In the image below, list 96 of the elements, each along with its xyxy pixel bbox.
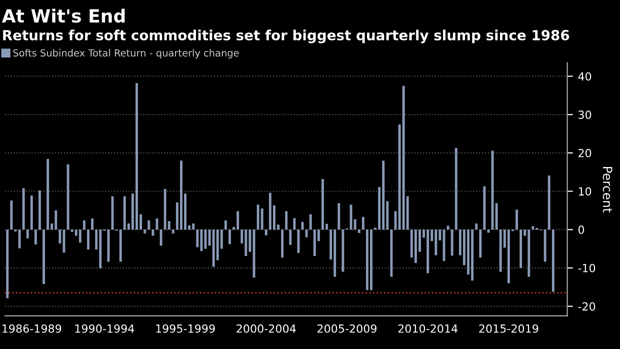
bar (196, 230, 199, 248)
bar (362, 216, 364, 230)
bar (148, 220, 150, 230)
bar (236, 211, 240, 230)
bar (309, 214, 312, 230)
bar (434, 230, 438, 256)
x-tick-label: 2010-2014 (398, 324, 458, 333)
bar (26, 230, 29, 238)
bar (54, 210, 58, 230)
bar (342, 230, 344, 272)
bar (334, 230, 336, 277)
y-tick-label: 0 (578, 226, 584, 234)
bar (42, 230, 45, 284)
bar (46, 159, 50, 230)
bar (144, 230, 146, 234)
bar (370, 230, 372, 290)
bar (479, 230, 482, 258)
bar (180, 160, 182, 230)
bar (544, 230, 546, 262)
bar (475, 223, 478, 230)
x-tick-label: 2015-2019 (479, 324, 538, 333)
x-tick-label: 2000-2004 (236, 324, 296, 333)
bar (260, 208, 264, 230)
bar (289, 230, 292, 245)
bar (499, 230, 502, 272)
bar (338, 203, 340, 230)
bar (91, 218, 94, 230)
bar (224, 220, 227, 230)
bar (305, 230, 308, 238)
legend-label: Softs Subindex Total Return - quarterly change (13, 49, 239, 58)
bar (30, 195, 33, 230)
bar (402, 86, 405, 230)
bar (244, 230, 248, 256)
y-tick-label: -10 (578, 264, 596, 272)
x-tick-label: 1990-1994 (75, 324, 134, 333)
bar (264, 230, 268, 236)
bar (471, 230, 474, 281)
bar (172, 230, 174, 234)
bar (212, 230, 215, 267)
bar (358, 230, 360, 234)
y-tick-label: 40 (578, 72, 592, 81)
bar (87, 230, 90, 250)
bar (426, 230, 430, 274)
bar (516, 210, 518, 230)
bar (107, 230, 110, 262)
bar (354, 219, 356, 230)
bar (528, 230, 530, 277)
x-tick-label: 1995-1999 (156, 324, 215, 333)
bar (78, 230, 82, 243)
bar (285, 211, 288, 230)
chart-title: At Wit's End (2, 8, 125, 23)
y-tick-label: 30 (578, 110, 592, 119)
bar (58, 230, 62, 244)
x-tick-label: 1986-1989 (2, 324, 62, 333)
bar (192, 223, 195, 230)
bar (136, 83, 138, 230)
bar (322, 178, 324, 230)
bar (293, 218, 296, 230)
bar (164, 188, 166, 230)
bar (548, 176, 550, 230)
bar (414, 230, 417, 263)
bar (450, 230, 454, 256)
y-tick-label: 20 (578, 148, 592, 158)
bar (152, 230, 154, 236)
bar (483, 186, 486, 230)
bar (495, 203, 498, 230)
bar (6, 230, 9, 298)
bar (454, 148, 458, 230)
bar (268, 192, 272, 230)
bar (520, 230, 522, 268)
bar (446, 226, 450, 230)
chart-subtitle: Returns for soft commodities set for biggest quarterly slump since 1986 (3, 30, 570, 44)
bar (22, 188, 25, 230)
bar (382, 160, 385, 230)
bar (390, 230, 393, 277)
bar (366, 230, 368, 290)
bar (119, 230, 122, 262)
bar (552, 230, 554, 292)
bar (200, 230, 203, 252)
bar (281, 230, 284, 258)
y-axis-title: Percent (602, 167, 612, 213)
x-tick-label: 2005-2009 (318, 324, 376, 333)
bar (38, 190, 41, 230)
bar (123, 196, 126, 230)
bar (99, 230, 102, 268)
bar (532, 226, 534, 230)
bar (228, 230, 231, 244)
bar (34, 230, 37, 245)
bar (248, 230, 252, 252)
bar (297, 230, 300, 253)
y-tick-label: 10 (578, 187, 592, 196)
bar (82, 220, 86, 230)
bar (507, 230, 510, 284)
bar (313, 230, 316, 256)
y-tick-label: -20 (578, 302, 596, 311)
bar (10, 200, 13, 230)
